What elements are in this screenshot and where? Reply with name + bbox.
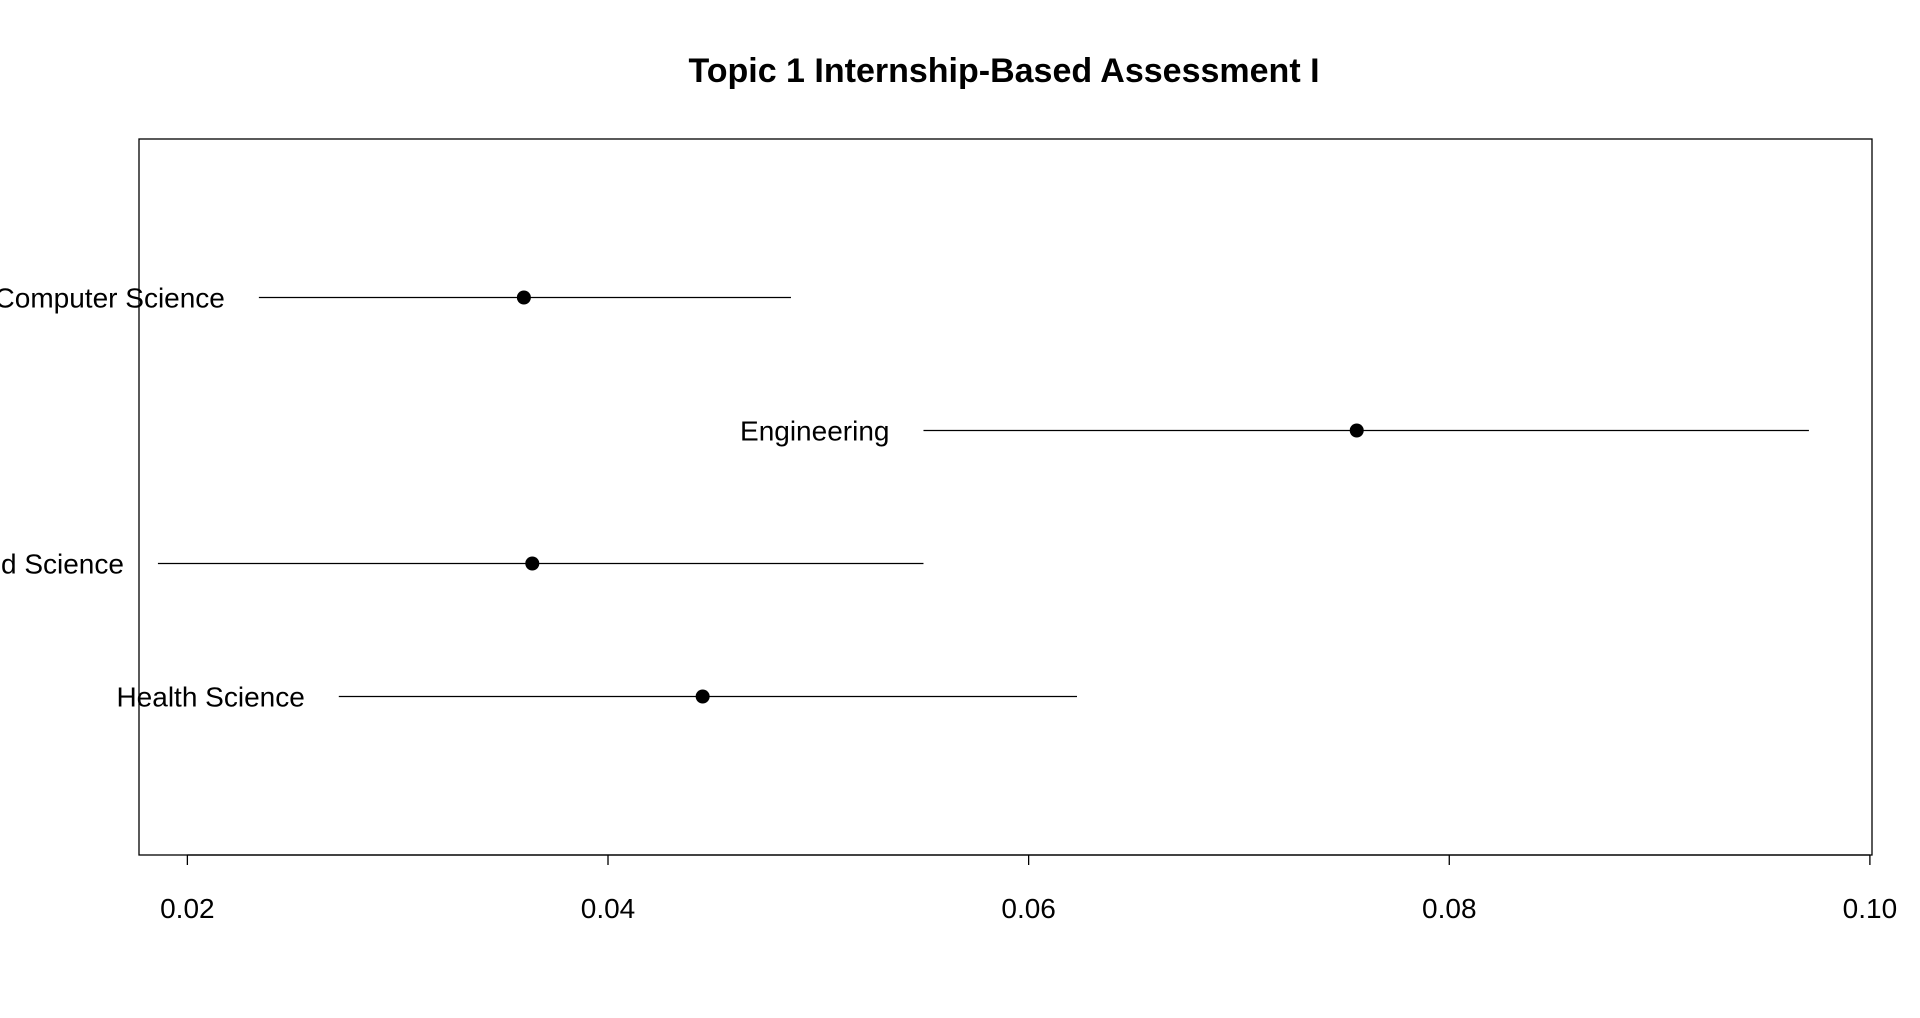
chart-title: Topic 1 Internship-Based Assessment I — [688, 52, 1319, 90]
point-estimate — [525, 556, 540, 571]
x-tick-label: 0.06 — [1001, 893, 1056, 924]
point-estimate — [516, 290, 531, 305]
plot-frame — [138, 138, 1873, 856]
row-label: Computer Science — [0, 283, 225, 314]
interval-rows: Computer Science Engineering Food Science H… — [0, 283, 1809, 713]
row-label: Health Science — [116, 682, 304, 713]
x-axis-ticks: 0.02 0.04 0.06 0.08 0.10 — [160, 855, 1897, 924]
x-tick-label: 0.08 — [1422, 893, 1477, 924]
x-tick-label: 0.10 — [1843, 893, 1898, 924]
point-estimate — [695, 689, 710, 704]
x-tick-label: 0.04 — [581, 893, 636, 924]
row-label: Food Science — [0, 549, 124, 580]
point-estimate — [1349, 423, 1364, 438]
row-label: Engineering — [740, 416, 889, 447]
x-tick-label: 0.02 — [160, 893, 215, 924]
